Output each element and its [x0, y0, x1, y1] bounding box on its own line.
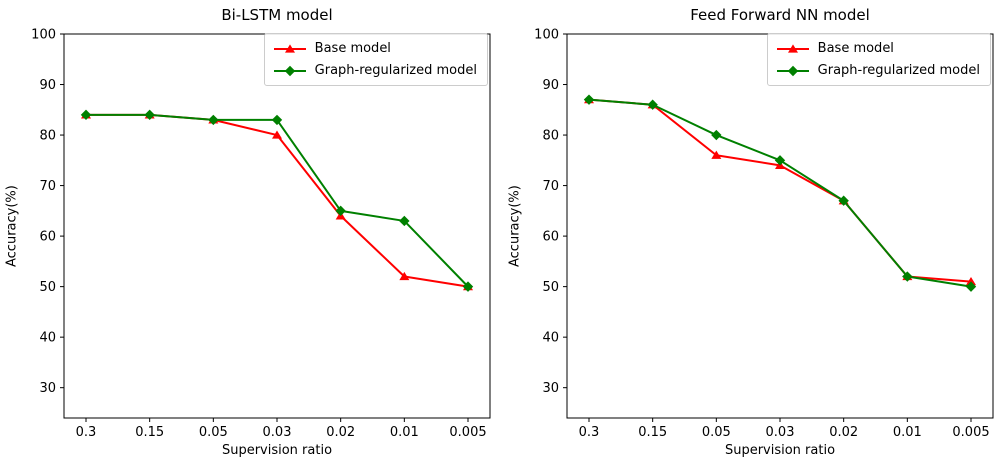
plot-area: 30 40 50 60 70 80 90 100 0.3 0.15 0.05 0.03 0.02 0.01…: [534, 28, 994, 440]
x-tick-label: 0.3: [76, 425, 97, 440]
y-tick-label: 70: [39, 179, 56, 194]
series-marker: [711, 129, 722, 141]
series-marker: [208, 114, 219, 126]
series-marker: [271, 114, 283, 126]
series-marker: [711, 150, 722, 159]
diamond-marker-icon: [273, 65, 306, 76]
chart-title: Feed Forward NN model: [690, 6, 870, 24]
x-tick-label: 0.005: [952, 425, 989, 440]
x-tick-label: 0.02: [829, 425, 858, 440]
series-marker: [583, 94, 595, 105]
x-tick-label: 0.3: [579, 425, 600, 440]
axes-frame: [566, 33, 994, 419]
x-tick-label: 0.05: [199, 425, 228, 440]
x-axis-label: Supervision ratio: [724, 443, 836, 458]
y-tick-label: 90: [542, 78, 559, 93]
x-tick-label: 0.02: [326, 425, 355, 440]
series-marker: [966, 276, 976, 286]
series-marker: [462, 281, 474, 292]
x-tick-label: 0.05: [702, 425, 731, 440]
series-marker: [399, 271, 410, 281]
y-tick-label: 100: [31, 28, 56, 43]
x-tick-label: 0.005: [449, 425, 486, 440]
x-tick-label: 0.01: [390, 425, 419, 440]
legend-label: Graph-regularized model: [817, 63, 980, 78]
subplot-bilstm: 30 40 50 60 70 80 90 100 0.3 0.15 0.05 0.03 0.02 0.01…: [4, 6, 491, 458]
triangle-marker-icon: [776, 43, 809, 53]
chart-title: Bi-LSTM model: [221, 6, 333, 24]
legend-entry: Base model: [776, 39, 980, 58]
legend-label: Graph-regularized model: [314, 63, 477, 78]
x-tick-label: 0.03: [766, 425, 795, 440]
series-marker: [272, 130, 282, 139]
y-tick-label: 30: [39, 381, 56, 396]
y-tick-label: 40: [542, 331, 559, 346]
x-tick-label: 0.03: [263, 425, 292, 440]
x-tick-label: 0.15: [638, 425, 667, 440]
y-tick-label: 30: [542, 381, 559, 396]
legend-label: Base model: [314, 41, 391, 56]
y-axis-label: Accuracy(%): [4, 185, 20, 267]
y-tick-label: 80: [542, 129, 559, 144]
series-marker: [80, 109, 92, 121]
y-tick-label: 40: [39, 331, 56, 346]
x-tick-label: 0.15: [135, 425, 164, 440]
series-line: [86, 113, 469, 288]
series-line: [86, 113, 469, 288]
legend-entry: Graph-regularized model: [776, 61, 980, 80]
y-tick-label: 70: [542, 179, 559, 194]
series-marker: [399, 215, 410, 227]
legend-entry: Graph-regularized model: [273, 61, 477, 80]
series-marker: [774, 155, 786, 166]
legend-entry: Base model: [273, 39, 477, 58]
plot-area: 30 40 50 60 70 80 90 100 0.3 0.15 0.05 0.03 0.02 0.01…: [31, 28, 491, 440]
legend-label: Base model: [817, 41, 894, 56]
y-tick-label: 60: [542, 230, 559, 245]
y-tick-label: 90: [39, 78, 56, 93]
series-line: [588, 98, 972, 288]
x-axis-label: Supervision ratio: [221, 443, 333, 458]
y-tick-label: 50: [542, 280, 559, 295]
series-marker: [965, 281, 977, 292]
subplot-feedforward: 30 40 50 60 70 80 90 100 0.3 0.15 0.05 0.03 0.02 0.01…: [503, 0, 1006, 470]
y-tick-label: 60: [39, 230, 56, 245]
triangle-marker-icon: [273, 43, 306, 53]
y-axis-label: Accuracy(%): [507, 185, 523, 267]
x-tick-label: 0.01: [893, 425, 922, 440]
series-marker: [144, 109, 155, 121]
y-tick-label: 100: [534, 28, 559, 43]
series-marker: [335, 205, 346, 217]
series-line: [588, 98, 972, 283]
axes-frame: [63, 33, 491, 419]
legend: Base model Graph-regularized model: [766, 33, 991, 86]
diamond-marker-icon: [776, 65, 809, 76]
legend: Base model Graph-regularized model: [263, 33, 488, 86]
y-tick-label: 80: [39, 129, 56, 144]
y-tick-label: 50: [39, 280, 56, 295]
